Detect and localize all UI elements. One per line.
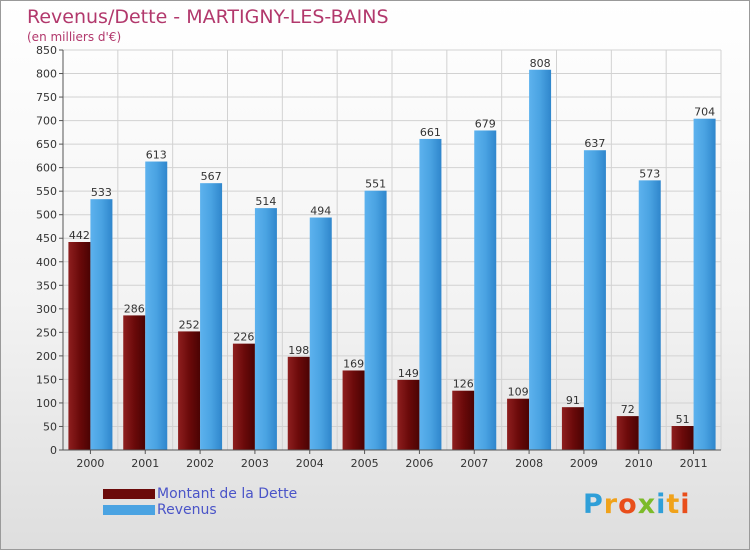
x-tick-label: 2009 <box>570 457 598 470</box>
bar-revenus-2005 <box>364 190 387 451</box>
y-tick-label: 600 <box>36 162 57 175</box>
y-tick-label: 200 <box>36 350 57 363</box>
legend-swatch-revenus <box>103 505 155 515</box>
x-tick-label: 2001 <box>131 457 159 470</box>
data-label-dette-2011: 51 <box>676 413 690 426</box>
legend-label-dette: Montant de la Dette <box>157 486 298 502</box>
data-label-revenus-2003: 514 <box>255 195 276 208</box>
y-tick-label: 250 <box>36 326 57 339</box>
data-label-revenus-2011: 704 <box>694 106 715 119</box>
legend-swatch-dette <box>103 489 155 499</box>
data-label-dette-2008: 109 <box>508 386 529 399</box>
data-label-dette-2004: 198 <box>288 344 309 357</box>
y-tick-label: 350 <box>36 279 57 292</box>
data-label-dette-2005: 169 <box>343 357 364 370</box>
y-tick-label: 650 <box>36 138 57 151</box>
data-label-dette-2007: 126 <box>453 378 474 391</box>
x-tick-label: 2003 <box>241 457 269 470</box>
x-axis: 2000 2001 2002 2003 2004 2005 2006 2007 2008 2009… <box>63 449 721 470</box>
data-label-dette-2003: 226 <box>233 331 254 344</box>
x-tick-label: 2005 <box>351 457 379 470</box>
bar-dette-2001 <box>123 315 146 450</box>
data-label-dette-2006: 149 <box>398 367 419 380</box>
chart-title: Revenus/Dette - MARTIGNY-LES-BAINS <box>27 6 389 28</box>
data-label-revenus-2005: 551 <box>365 178 386 191</box>
bar-dette-2003 <box>232 343 255 450</box>
bars <box>68 69 716 451</box>
y-tick-label: 300 <box>36 303 57 316</box>
y-tick-label: 700 <box>36 115 57 128</box>
bar-revenus-2011 <box>693 118 716 451</box>
data-label-revenus-2010: 573 <box>639 167 660 180</box>
data-label-dette-2002: 252 <box>179 318 200 331</box>
data-label-dette-2001: 286 <box>124 302 145 315</box>
data-label-revenus-2006: 661 <box>420 126 441 139</box>
bar-revenus-2006 <box>419 138 442 451</box>
x-tick-label: 2004 <box>296 457 324 470</box>
data-label-revenus-2004: 494 <box>310 205 331 218</box>
data-label-revenus-2008: 808 <box>530 57 551 70</box>
y-tick-label: 100 <box>36 397 57 410</box>
bar-dette-2002 <box>178 331 201 450</box>
bar-revenus-2008 <box>529 69 552 450</box>
bar-dette-2008 <box>507 398 530 450</box>
bar-revenus-2004 <box>309 217 332 450</box>
y-tick-label: 850 <box>36 44 57 57</box>
data-label-dette-2010: 72 <box>621 403 635 416</box>
bar-revenus-2003 <box>254 208 277 450</box>
chart-subtitle: (en milliers d'€) <box>27 30 122 44</box>
data-label-revenus-2002: 567 <box>201 170 222 183</box>
bar-revenus-2010 <box>638 180 661 450</box>
data-labels: 442 533 286 613 252 567 226 514 198 494 169 551 149 6… <box>69 57 715 426</box>
data-label-dette-2009: 91 <box>566 394 580 407</box>
y-tick-label: 800 <box>36 68 57 81</box>
grid-lines <box>62 49 722 451</box>
bar-revenus-2002 <box>200 183 223 451</box>
x-tick-label: 2006 <box>405 457 433 470</box>
x-tick-label: 2011 <box>680 457 708 470</box>
bar-dette-2007 <box>452 390 475 450</box>
bar-dette-2005 <box>342 370 365 450</box>
y-tick-label: 150 <box>36 373 57 386</box>
bar-dette-2000 <box>68 242 91 450</box>
data-label-revenus-2007: 679 <box>475 117 496 130</box>
data-label-revenus-2009: 637 <box>584 137 605 150</box>
y-tick-label: 750 <box>36 91 57 104</box>
y-axis: 0 50 100 150 200 250 300 350 400 450 500 550 600 650 7… <box>36 44 64 457</box>
x-tick-label: 2007 <box>460 457 488 470</box>
y-tick-label: 500 <box>36 209 57 222</box>
data-label-dette-2000: 442 <box>69 229 90 242</box>
bar-dette-2009 <box>561 407 584 450</box>
x-tick-label: 2000 <box>76 457 104 470</box>
x-tick-label: 2002 <box>186 457 214 470</box>
data-label-revenus-2000: 533 <box>91 186 112 199</box>
bar-revenus-2000 <box>90 199 113 450</box>
bar-dette-2010 <box>616 416 639 450</box>
x-tick-label: 2008 <box>515 457 543 470</box>
y-tick-label: 50 <box>43 420 57 433</box>
proxiti-logo: Proxiti <box>583 489 691 520</box>
y-tick-label: 0 <box>50 444 57 457</box>
bar-revenus-2007 <box>474 130 497 450</box>
bar-dette-2011 <box>671 426 694 450</box>
bar-dette-2004 <box>287 356 310 450</box>
y-tick-label: 400 <box>36 256 57 269</box>
y-tick-label: 450 <box>36 232 57 245</box>
y-tick-label: 550 <box>36 185 57 198</box>
bar-revenus-2001 <box>145 161 168 450</box>
legend-label-revenus: Revenus <box>157 502 217 518</box>
bar-dette-2006 <box>397 379 420 450</box>
x-tick-label: 2010 <box>625 457 653 470</box>
data-label-revenus-2001: 613 <box>146 149 167 162</box>
bar-revenus-2009 <box>583 150 606 450</box>
